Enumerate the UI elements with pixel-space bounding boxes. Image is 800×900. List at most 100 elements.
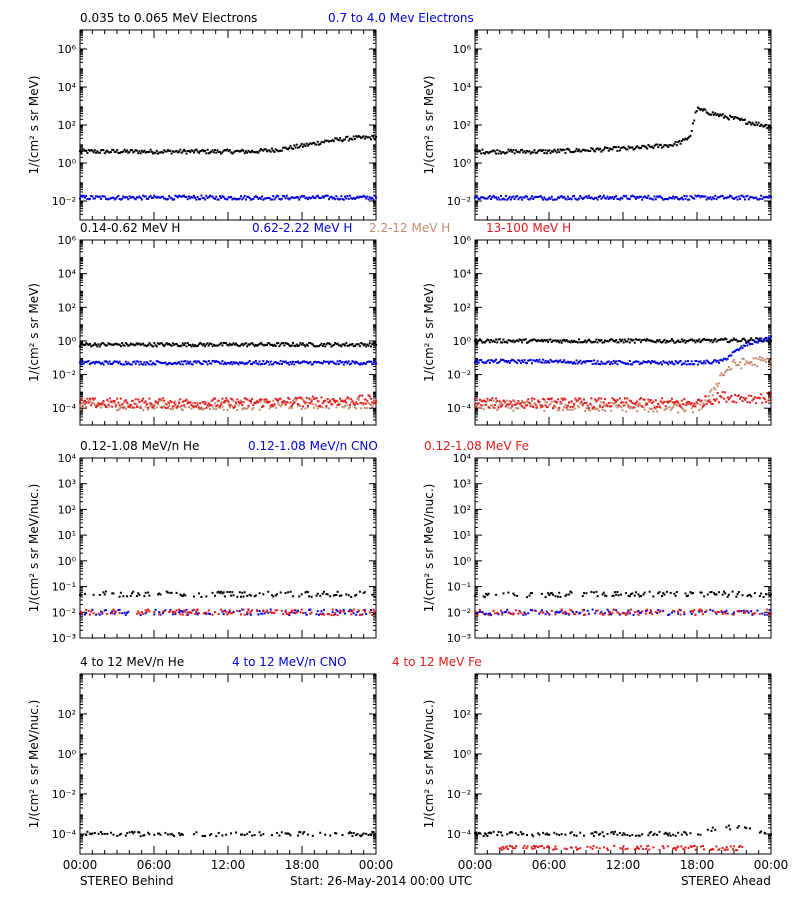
data-point [252, 403, 255, 406]
data-point [292, 595, 295, 598]
data-point [616, 197, 619, 200]
data-point [330, 195, 333, 198]
data-point [306, 362, 309, 365]
data-point [246, 195, 249, 198]
data-point [514, 339, 517, 342]
data-point [490, 198, 493, 201]
legend-protons-2: 2.2-12 MeV H [369, 221, 450, 235]
y-tick-label: 10⁻³ [447, 632, 471, 645]
data-point [735, 196, 738, 199]
data-point [183, 404, 186, 407]
data-point [657, 340, 660, 343]
data-point [308, 341, 311, 344]
legend-protons-3: 13-100 MeV H [486, 221, 571, 235]
data-point [664, 197, 667, 200]
data-point [530, 339, 533, 342]
data-point [220, 608, 223, 611]
data-point [275, 149, 278, 152]
data-point [178, 345, 181, 348]
data-point [288, 397, 291, 400]
data-point [481, 196, 484, 199]
data-point [717, 611, 720, 614]
data-point [319, 612, 322, 615]
data-point [106, 344, 109, 347]
data-point [112, 399, 115, 402]
data-point [263, 401, 266, 404]
data-point [538, 195, 541, 198]
data-point [612, 608, 615, 611]
data-point [696, 398, 699, 401]
data-point [768, 594, 771, 597]
data-point [729, 396, 732, 399]
data-point [750, 361, 753, 364]
data-point [657, 609, 660, 612]
data-point [285, 147, 288, 150]
data-point [475, 195, 478, 198]
data-point [514, 149, 517, 152]
data-point [331, 403, 334, 406]
data-point [768, 338, 771, 341]
data-point [513, 360, 516, 363]
data-point [90, 194, 93, 197]
data-point [134, 198, 137, 201]
data-point [137, 592, 140, 595]
data-point [727, 593, 730, 596]
data-point [517, 407, 520, 410]
data-point [347, 594, 350, 597]
data-point [701, 402, 704, 405]
data-point [187, 401, 190, 404]
data-point [478, 610, 481, 613]
data-point [555, 401, 558, 404]
data-point [483, 361, 486, 364]
data-point [241, 591, 244, 594]
data-point [559, 402, 562, 405]
data-point [173, 401, 176, 404]
data-point [356, 398, 359, 401]
data-point [579, 611, 582, 614]
data-point [597, 362, 600, 365]
data-point [194, 196, 197, 199]
data-point [755, 337, 758, 340]
data-point [580, 150, 583, 153]
data-point [658, 591, 661, 594]
data-point [290, 362, 293, 365]
data-point [627, 197, 630, 200]
data-point [373, 399, 376, 402]
series-electrons-behind-1 [79, 194, 377, 201]
data-point [643, 195, 646, 198]
data-point [210, 400, 213, 403]
data-point [257, 613, 260, 616]
data-point [506, 399, 509, 402]
data-point [649, 340, 652, 343]
data-point [274, 148, 277, 151]
plot-frame [79, 29, 377, 221]
data-point [665, 144, 668, 147]
data-point [735, 116, 738, 119]
data-point [654, 341, 657, 344]
data-point [651, 360, 654, 363]
data-point [106, 406, 109, 409]
data-point [641, 610, 644, 613]
data-point [313, 406, 316, 409]
data-point [674, 400, 677, 403]
data-point [87, 198, 90, 201]
data-point [620, 401, 623, 404]
data-point [758, 337, 761, 340]
data-point [677, 411, 680, 414]
data-point [644, 196, 647, 199]
data-point [111, 405, 114, 408]
data-point [641, 144, 644, 147]
data-point [550, 609, 553, 612]
data-point [594, 362, 597, 365]
data-point [622, 194, 625, 197]
data-point [126, 595, 129, 598]
data-point [348, 610, 351, 613]
data-point [169, 408, 172, 411]
data-point [631, 194, 634, 197]
data-point [626, 148, 629, 151]
data-point [643, 591, 646, 594]
data-point [206, 404, 209, 407]
data-point [143, 595, 146, 598]
data-point [622, 361, 625, 364]
data-point [342, 198, 345, 201]
